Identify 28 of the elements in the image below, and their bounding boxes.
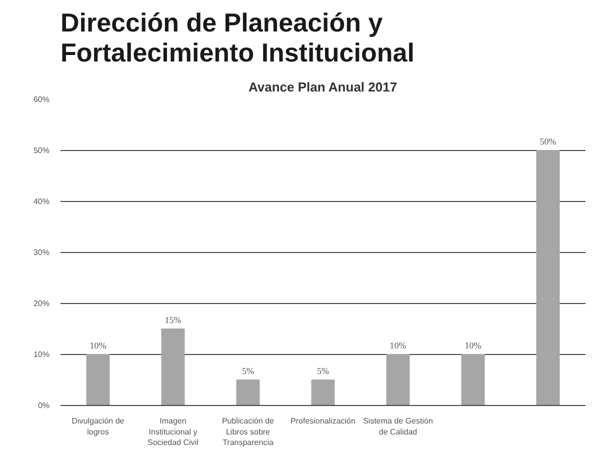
- y-tick-label: 10%: [33, 350, 50, 359]
- bar: [86, 354, 110, 406]
- x-tick-label: Profesionalización: [290, 416, 356, 426]
- bar: [386, 354, 410, 406]
- x-tick-label: Sistema de Gestión de Calidad: [363, 416, 433, 436]
- data-label: 50%: [540, 136, 557, 146]
- y-tick-label: 30%: [33, 248, 50, 257]
- bar: [536, 150, 560, 406]
- x-tick-label: Divulgación de logros: [72, 416, 125, 436]
- y-tick-label: 20%: [33, 299, 50, 308]
- data-label: 5%: [242, 366, 254, 376]
- data-label: 10%: [464, 340, 482, 350]
- y-tick-label: 60%: [33, 95, 50, 104]
- bar: [236, 380, 260, 406]
- data-label: 10%: [90, 340, 107, 350]
- bar: [461, 354, 485, 406]
- y-tick-label: 40%: [33, 197, 50, 206]
- data-label: 5%: [317, 366, 330, 376]
- y-tick-label: 50%: [33, 146, 50, 155]
- bar: [161, 328, 185, 406]
- chart-subtitle: Avance Plan Anual 2017: [248, 80, 398, 94]
- data-label: 15%: [164, 315, 182, 325]
- x-tick-label: Imagen Institucional y Sociedad Civil: [148, 416, 199, 448]
- y-tick-label: 0%: [38, 401, 50, 410]
- bar: [311, 380, 335, 406]
- data-label: 10%: [390, 340, 407, 350]
- x-tick-label: Publicación de Libros sobre Transparencia: [222, 416, 275, 448]
- chart-title: Dirección de Planeación y Fortalecimiento Institucional: [60, 8, 414, 68]
